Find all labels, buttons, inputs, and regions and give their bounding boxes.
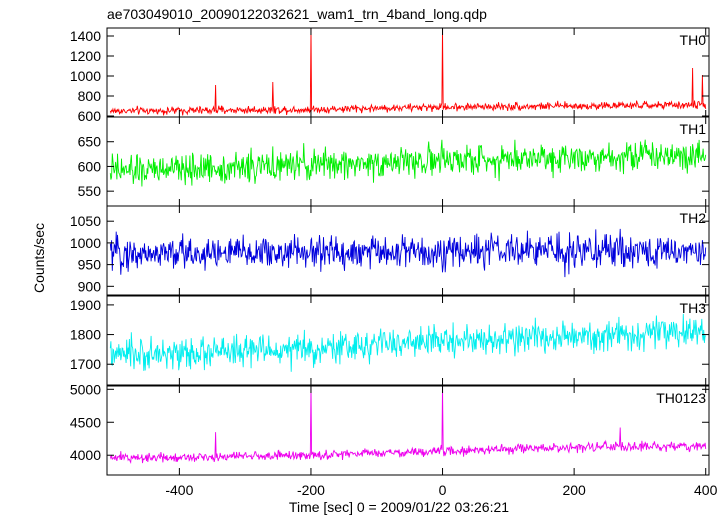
y-tick-label: 600 (78, 158, 102, 174)
y-axis-label: Counts/sec (31, 223, 47, 293)
y-tick-label: 1000 (70, 68, 101, 84)
y-tick-label: 800 (78, 88, 102, 104)
y-tick-label: 600 (78, 108, 102, 124)
x-tick-label: -200 (297, 482, 325, 498)
panel-label-th1: TH1 (680, 121, 707, 137)
x-axis-label: Time [sec] 0 = 2009/01/22 03:26:21 (289, 499, 509, 515)
series-line-th3 (110, 314, 705, 372)
panel-label-th0: TH0 (680, 32, 707, 48)
series-line-th0 (110, 28, 705, 116)
y-tick-label: 650 (78, 134, 102, 150)
x-tick-label: 200 (562, 482, 586, 498)
panel-label-th2: TH2 (680, 210, 707, 226)
y-tick-label: 1200 (70, 48, 101, 64)
chart-title: ae703049010_20090122032621_wam1_trn_4ban… (107, 6, 487, 22)
panels-group: TH0 600 800 1000 1200 1400 TH1 550 600 650 TH2 900 9… (70, 28, 718, 498)
y-tick-label: 1700 (70, 356, 101, 372)
y-tick-label: 550 (78, 183, 102, 199)
panel-label-th3: TH3 (680, 300, 707, 316)
y-tick-label: 4500 (70, 414, 101, 430)
y-tick-label: 1400 (70, 28, 101, 44)
panel-frame-th0123 (107, 386, 709, 475)
y-tick-label: 1050 (70, 213, 101, 229)
y-tick-label: 900 (78, 278, 102, 294)
x-tick-label: -400 (165, 482, 193, 498)
series-line-th0123 (110, 386, 705, 463)
y-tick-label: 950 (78, 257, 102, 273)
series-line-th2 (110, 229, 705, 277)
y-tick-label: 1900 (70, 297, 101, 313)
y-tick-label: 4000 (70, 447, 101, 463)
y-tick-label: 5000 (70, 381, 101, 397)
y-tick-label: 1000 (70, 235, 101, 251)
y-tick-label: 1800 (70, 327, 101, 343)
x-tick-label: 400 (694, 482, 718, 498)
panel-label-th0123: TH0123 (656, 390, 706, 406)
series-line-th1 (110, 140, 705, 187)
x-tick-label: 0 (439, 482, 447, 498)
